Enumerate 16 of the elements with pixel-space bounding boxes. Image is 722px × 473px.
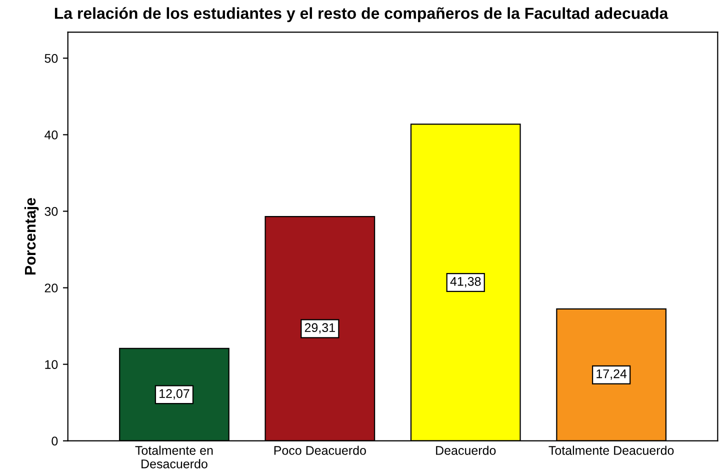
y-tick-label: 30 xyxy=(44,207,58,216)
y-tick-label: 40 xyxy=(44,130,58,140)
y-tick-label: 20 xyxy=(44,284,58,292)
y-axis-title: Porcentaje xyxy=(24,198,39,275)
y-tick-label: 0 xyxy=(52,436,58,446)
y-tick-label: 10 xyxy=(45,360,58,369)
x-tick-label: Poco Deacuerdo xyxy=(274,446,366,455)
data-label: 29,31 xyxy=(304,323,335,334)
data-label: 12,07 xyxy=(160,389,190,400)
x-tick-label: Deacuerdo xyxy=(436,446,496,455)
x-tick-label: Totalmente en Desacuerdo xyxy=(135,446,213,468)
chart-title: La relación de los estudiantes y el resto de compañeros de la Facultad adecuada xyxy=(54,7,668,22)
data-label: 41,38 xyxy=(450,277,481,288)
data-label: 17,24 xyxy=(596,369,627,380)
y-tick-label: 50 xyxy=(44,54,58,63)
x-tick-label: Totalmente Deacuerdo xyxy=(548,446,674,455)
